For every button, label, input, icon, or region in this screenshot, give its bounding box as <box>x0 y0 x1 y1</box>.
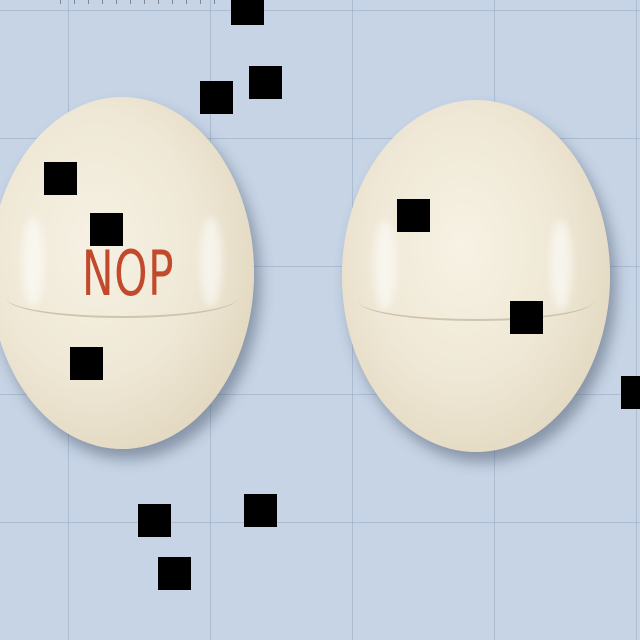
pill-right-highlight-right <box>550 219 572 310</box>
occluder-square <box>200 81 233 114</box>
occluder-square <box>397 199 430 232</box>
pill-imprint: NOP <box>82 237 175 310</box>
pill-right-highlight-left <box>374 219 396 310</box>
pill-right-score-line <box>358 300 594 321</box>
occluder-square <box>90 213 123 246</box>
occluder-square <box>138 504 171 537</box>
occluder-square <box>621 376 640 409</box>
occluder-square <box>158 557 191 590</box>
occluder-square <box>70 347 103 380</box>
occluder-square <box>249 66 282 99</box>
occluder-square <box>44 162 77 195</box>
ruler-ticks <box>60 0 220 4</box>
pill-left: NOP <box>0 97 254 449</box>
occluder-square <box>244 494 277 527</box>
pill-left-highlight-left <box>22 216 44 307</box>
pill-right <box>342 100 610 452</box>
occluder-square <box>231 0 264 25</box>
pill-left-highlight-right <box>200 216 222 307</box>
occluder-square <box>510 301 543 334</box>
